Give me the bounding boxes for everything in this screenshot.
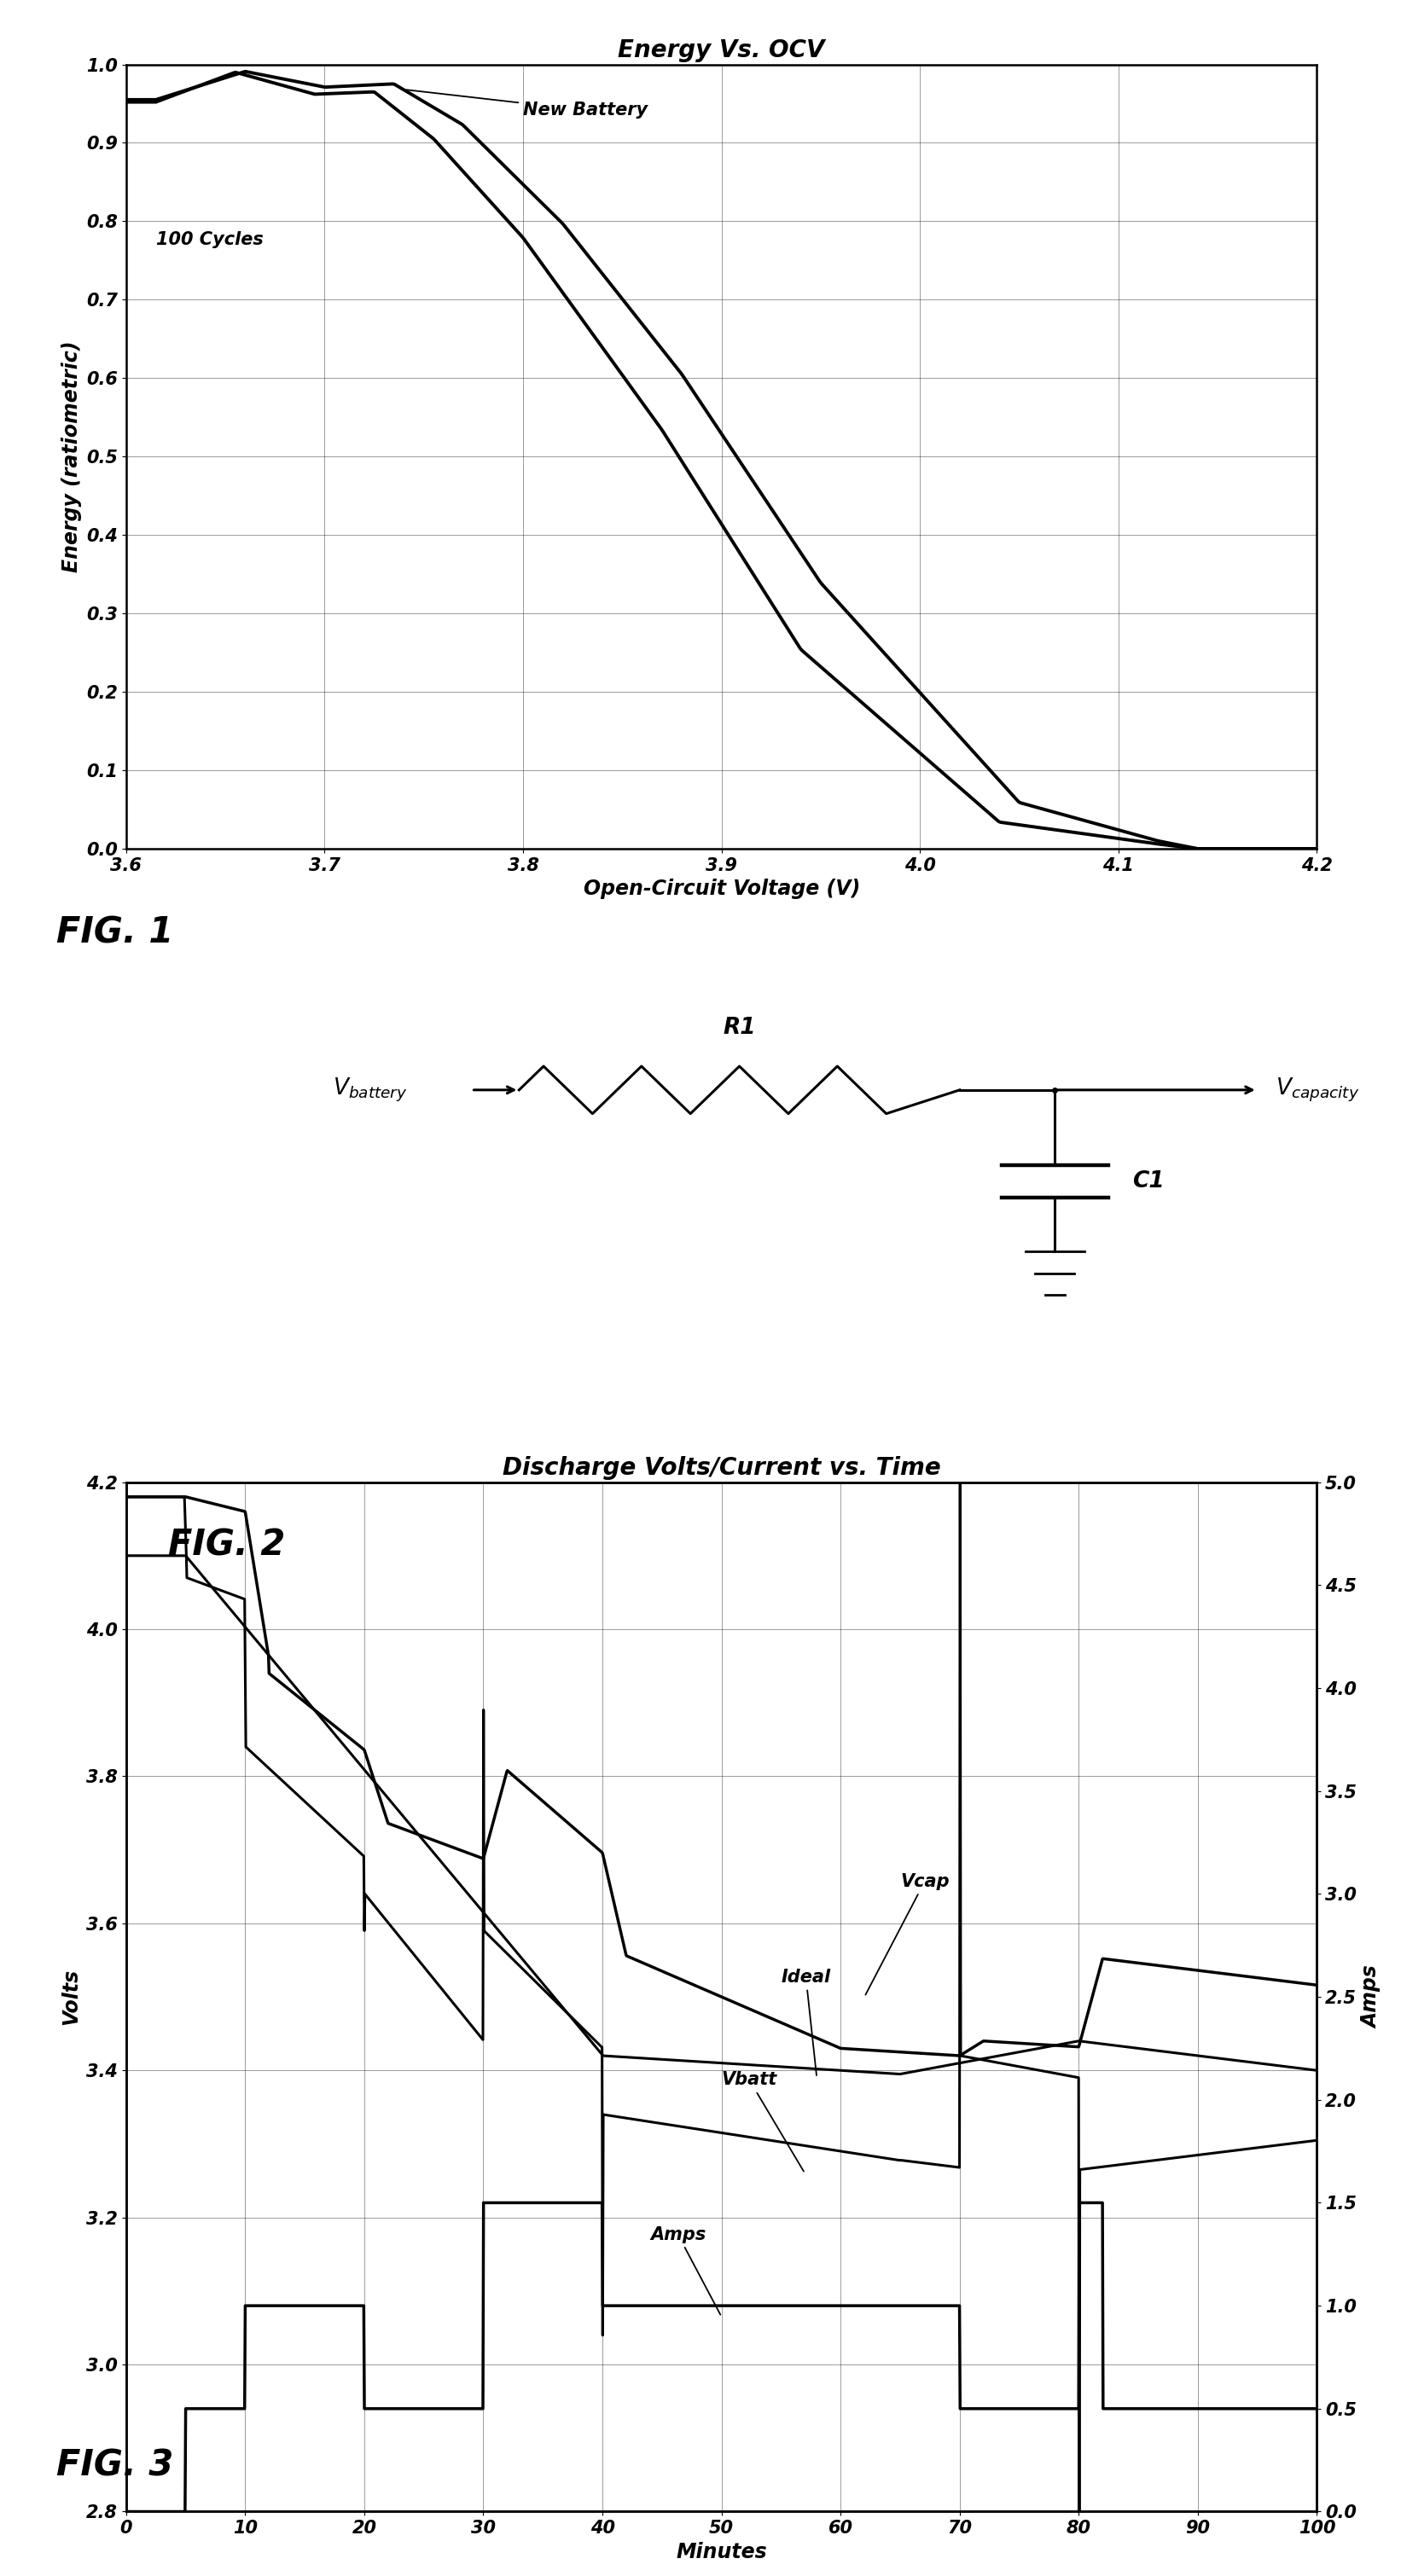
Text: C1: C1 (1132, 1170, 1164, 1193)
Text: 100 Cycles: 100 Cycles (156, 232, 263, 247)
Text: $\mathit{V}_{\mathit{battery}}$: $\mathit{V}_{\mathit{battery}}$ (333, 1077, 408, 1103)
Title: Energy Vs. OCV: Energy Vs. OCV (618, 39, 825, 62)
Y-axis label: Volts: Volts (62, 1968, 81, 2025)
Y-axis label: Amps: Amps (1362, 1965, 1381, 2027)
X-axis label: Open-Circuit Voltage (V): Open-Circuit Voltage (V) (583, 878, 860, 899)
Title: Discharge Volts/Current vs. Time: Discharge Volts/Current vs. Time (503, 1455, 940, 1481)
Text: New Battery: New Battery (406, 90, 647, 118)
Text: FIG. 1: FIG. 1 (56, 914, 174, 951)
Text: FIG. 2: FIG. 2 (168, 1528, 286, 1564)
Text: Ideal: Ideal (782, 1968, 831, 2076)
Text: Amps: Amps (650, 2226, 720, 2316)
Text: FIG. 3: FIG. 3 (56, 2447, 174, 2483)
Text: Vbatt: Vbatt (722, 2071, 804, 2172)
Text: R1: R1 (723, 1018, 757, 1038)
Text: $\mathit{V}_{\mathit{capacity}}$: $\mathit{V}_{\mathit{capacity}}$ (1275, 1077, 1359, 1103)
Y-axis label: Energy (ratiometric): Energy (ratiometric) (62, 340, 81, 572)
Text: Vcap: Vcap (866, 1873, 950, 1994)
X-axis label: Minutes: Minutes (675, 2543, 768, 2563)
